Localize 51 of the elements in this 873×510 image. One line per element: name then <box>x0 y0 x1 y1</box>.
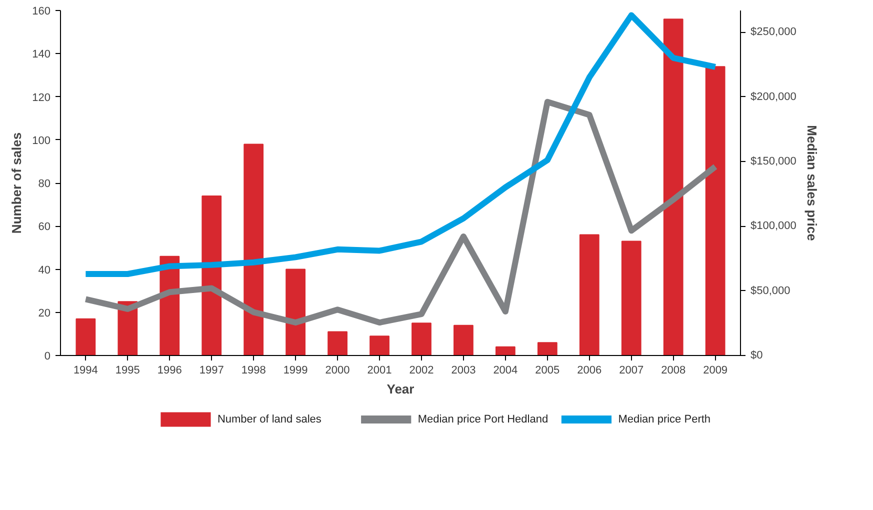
bar <box>705 66 726 356</box>
y-tick-label: 140 <box>32 48 51 61</box>
bar <box>663 18 684 356</box>
bar <box>537 342 558 356</box>
x-tick-label: 2002 <box>409 364 434 376</box>
y2-tick-label: $250,000 <box>750 26 796 38</box>
y-tick-label: 120 <box>32 92 51 104</box>
y-tick-label: 80 <box>38 178 51 190</box>
x-tick-label: 2007 <box>619 364 644 376</box>
bar <box>202 195 222 356</box>
bar <box>621 240 642 356</box>
legend-label: Median price Port Hedland <box>418 414 548 426</box>
bar <box>579 234 600 356</box>
x-tick-label: 1994 <box>73 364 98 376</box>
bar <box>286 268 306 356</box>
y2-tick-label: $100,000 <box>750 220 796 232</box>
legend-label: Median price Perth <box>618 414 711 426</box>
y2-tick-label: $200,000 <box>750 90 796 103</box>
x-tick-label: 1997 <box>199 364 224 376</box>
x-tick-label: 2005 <box>535 364 560 376</box>
y-tick-label: 100 <box>32 134 51 147</box>
y-tick-label: 20 <box>38 307 51 320</box>
y-tick-label: 160 <box>32 6 51 18</box>
x-tick-label: 2001 <box>367 364 392 376</box>
y-tick-label: 40 <box>38 264 51 276</box>
x-tick-label: 2008 <box>661 364 686 376</box>
x-tick-label: 1995 <box>115 364 140 376</box>
x-tick-label: 1998 <box>241 364 266 376</box>
x-tick-label: 1996 <box>157 364 182 376</box>
x-tick-label: 2006 <box>577 364 602 376</box>
y-tick-label: 60 <box>38 221 51 234</box>
bar <box>370 336 390 356</box>
y2-tick-label: $0 <box>750 350 763 362</box>
bar <box>76 318 96 356</box>
bar <box>495 346 516 356</box>
y-tick-label: 0 <box>44 350 51 362</box>
y2-tick-label: $50,000 <box>750 284 790 297</box>
x-tick-label: 2000 <box>325 364 350 376</box>
bar <box>328 331 348 356</box>
x-axis-title: Year <box>386 382 414 396</box>
x-tick-label: 2003 <box>451 364 476 376</box>
bar <box>244 144 264 356</box>
y2-tick-label: $150,000 <box>750 155 796 168</box>
y-axis-title: Number of sales <box>9 132 24 234</box>
x-tick-label: 2004 <box>493 364 518 376</box>
x-tick-label: 2009 <box>703 364 728 376</box>
y2-axis-title: Median sales price <box>804 125 820 241</box>
legend-label: Number of land sales <box>217 414 322 426</box>
bar <box>412 322 432 356</box>
bar <box>454 324 474 356</box>
x-tick-label: 1999 <box>283 364 308 376</box>
